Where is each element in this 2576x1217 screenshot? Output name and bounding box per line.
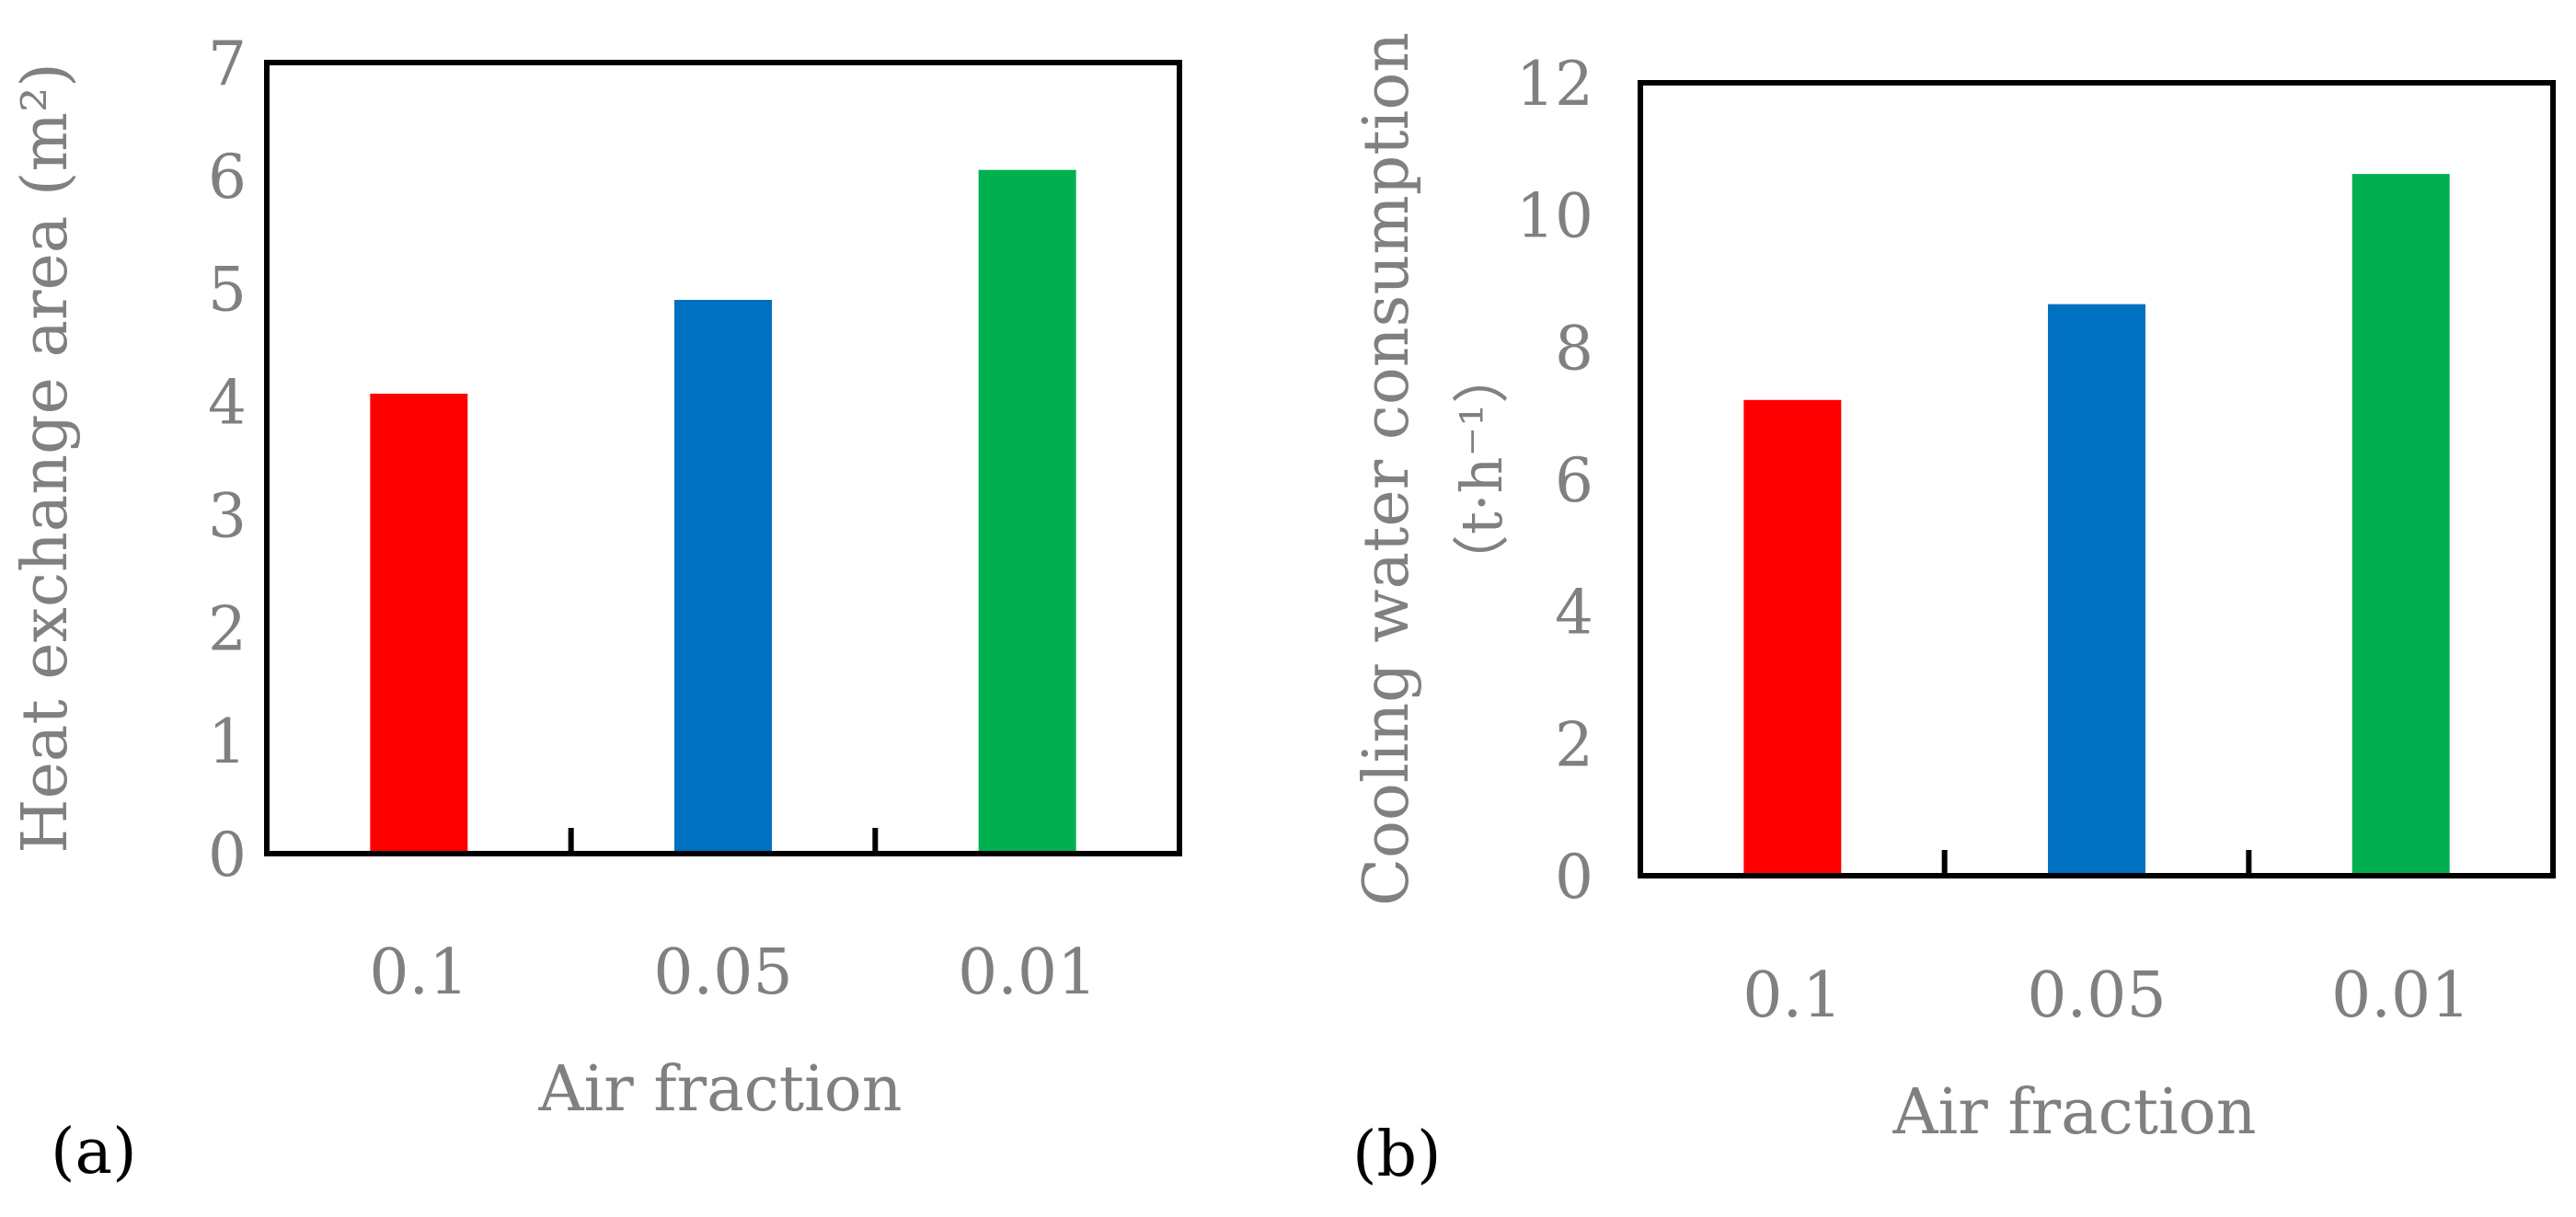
plot-frame <box>1638 80 2556 878</box>
y-tick-label: 8 <box>1555 313 1593 384</box>
y-tick-label: 0 <box>208 820 247 890</box>
bar-0_1 <box>370 393 468 854</box>
y-tick-label: 3 <box>208 480 247 551</box>
bar-0_1 <box>1743 399 1842 876</box>
x-tick-label: 0.1 <box>369 936 468 1009</box>
x-axis-label: Air fraction <box>1892 1076 2256 1149</box>
y-tick-label: 6 <box>208 142 247 212</box>
bar-0_05 <box>674 300 772 854</box>
bar-0_05 <box>2048 304 2145 876</box>
y-tick-label: 4 <box>1555 578 1593 649</box>
panel-label: (a) <box>51 1116 137 1188</box>
y-tick-label: 2 <box>1555 709 1593 780</box>
y-tick-label: 6 <box>1555 445 1593 516</box>
y-tick-label: 1 <box>208 706 247 777</box>
y-axis-label: Heat exchange area (m²) <box>9 63 82 853</box>
chart-b-cooling-water-consumption: 0 2 4 6 8 10 12 0.1 0.05 0.01 Air fraction Cooling … <box>1351 32 2556 1191</box>
y-tick-label: 0 <box>1555 842 1593 913</box>
bar-0_01 <box>978 169 1076 854</box>
x-tick-label: 0.01 <box>2331 959 2470 1032</box>
x-axis-label: Air fraction <box>537 1053 902 1126</box>
x-tick-label: 0.01 <box>958 936 1097 1009</box>
y-tick-label: 7 <box>208 29 247 99</box>
plot-frame <box>264 60 1182 856</box>
y-axis-unit-label: （t·h⁻¹） <box>1448 347 1515 591</box>
x-tick-label: 0.05 <box>653 936 792 1009</box>
y-tick-label: 12 <box>1516 49 1593 120</box>
chart-a-heat-exchange-area: 0 1 2 3 4 5 6 7 0.1 0.05 0.01 Air fraction Heat exch… <box>9 29 1182 1188</box>
y-tick-label: 10 <box>1516 181 1593 252</box>
bar-0_01 <box>2352 174 2450 876</box>
y-tick-label: 4 <box>208 368 247 439</box>
y-axis-label: Cooling water consumption <box>1351 32 1423 906</box>
y-tick-label: 5 <box>208 255 247 326</box>
x-tick-label: 0.05 <box>2027 959 2166 1032</box>
y-tick-label: 2 <box>208 593 247 664</box>
x-tick-label: 0.1 <box>1742 959 1842 1032</box>
panel-label: (b) <box>1352 1119 1442 1191</box>
